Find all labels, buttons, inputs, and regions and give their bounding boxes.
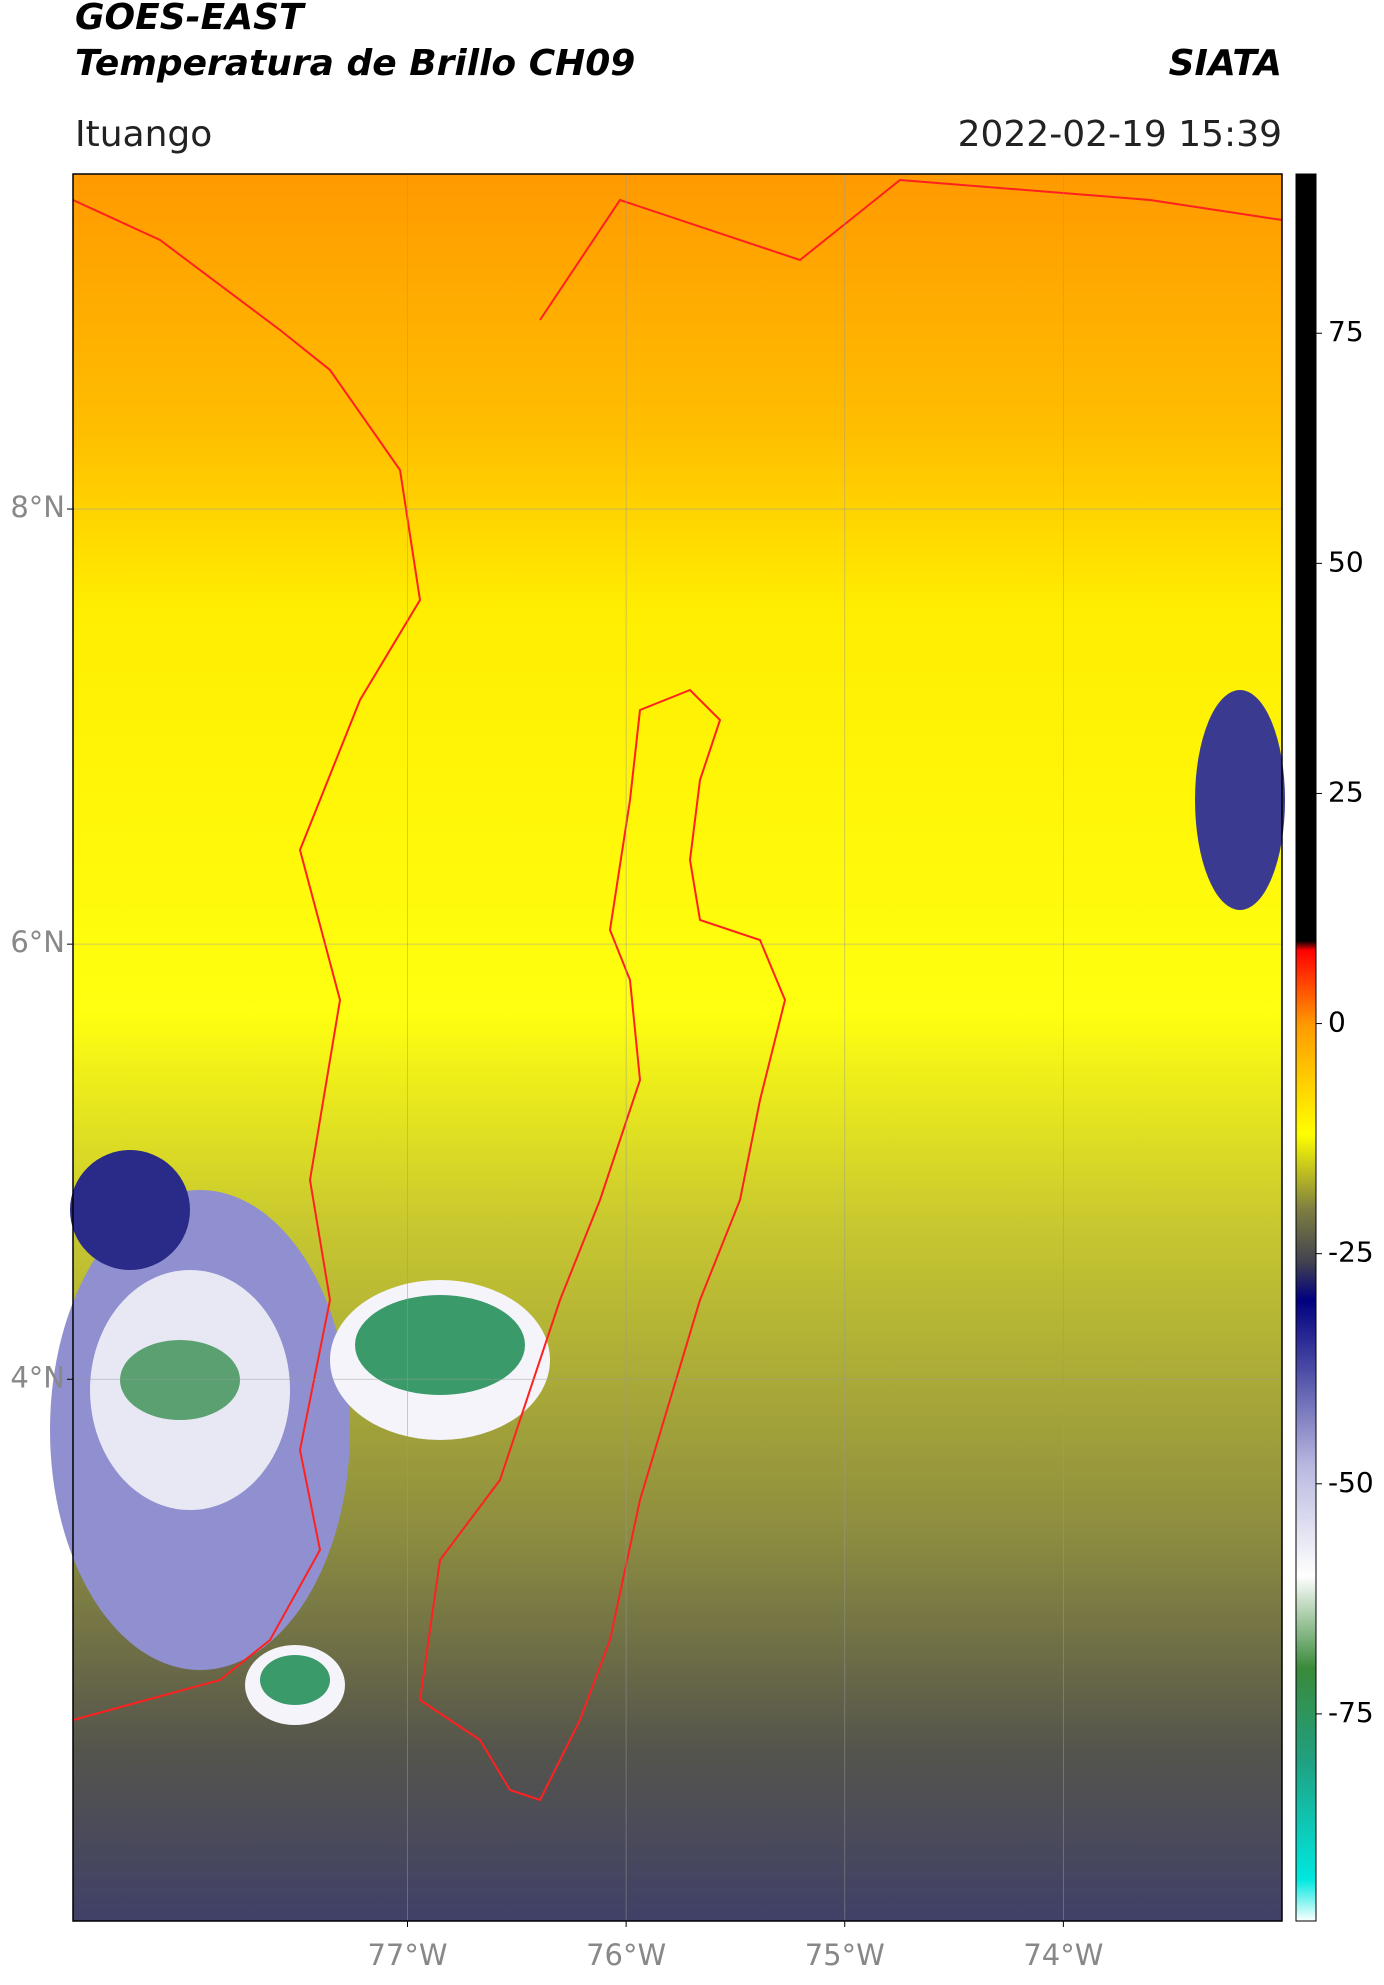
source: SIATA	[1169, 43, 1282, 84]
colorbar-tick-label: 0	[1328, 1006, 1346, 1039]
cloud	[260, 1655, 330, 1705]
title: GOES-EAST	[75, 0, 306, 38]
colorbar-segment	[1296, 174, 1316, 942]
colorbar-segment	[1296, 1879, 1316, 1922]
colorbar-segment	[1296, 940, 1316, 951]
x-tick-label: 77°W	[367, 1938, 447, 1972]
colorbar-tick-label: -25	[1328, 1236, 1374, 1269]
x-tick-label: 76°W	[586, 1938, 666, 1972]
map-background	[73, 174, 1282, 1921]
colorbar-tick-label: 75	[1328, 315, 1364, 348]
x-tick-label: 74°W	[1023, 1938, 1103, 1972]
colorbar-tick-label: 25	[1328, 775, 1364, 808]
colorbar-segment	[1296, 1207, 1316, 1264]
y-tick-label: 8°N	[10, 490, 65, 524]
cloud	[1195, 690, 1285, 910]
colorbar-segment	[1296, 949, 1316, 1025]
map	[50, 174, 1285, 1921]
colorbar-segment	[1296, 1465, 1316, 1577]
colorbar-segment	[1296, 1262, 1316, 1301]
cloud	[355, 1295, 525, 1395]
colorbar-tick-label: 50	[1328, 545, 1364, 578]
border	[539, 178, 1283, 321]
colorbar-segment	[1296, 1759, 1316, 1881]
basin-outline	[418, 688, 787, 1802]
colorbar-frame	[1295, 173, 1317, 1922]
colorbar-segment	[1296, 1373, 1316, 1466]
subtitle: Temperatura de Brillo CH09	[75, 43, 635, 84]
colorbar-segment	[1296, 1299, 1316, 1374]
x-tick-label: 75°W	[805, 1938, 885, 1972]
coastline	[72, 199, 422, 1721]
map-frame	[72, 173, 1283, 1922]
cloud	[70, 1150, 190, 1270]
colorbar-segment	[1296, 1575, 1316, 1669]
y-tick-label: 4°N	[10, 1360, 65, 1394]
colorbar-tick-label: -50	[1328, 1466, 1374, 1499]
colorbar-segment	[1296, 1667, 1316, 1761]
location: Ituango	[75, 114, 212, 155]
y-tick-label: 6°N	[10, 925, 65, 959]
colorbar-tick-label: -75	[1328, 1696, 1374, 1729]
timestamp: 2022-02-19 15:39	[958, 114, 1282, 155]
colorbar-segment	[1296, 1134, 1316, 1209]
cloud	[120, 1340, 240, 1420]
colorbar-segment	[1296, 1023, 1316, 1135]
